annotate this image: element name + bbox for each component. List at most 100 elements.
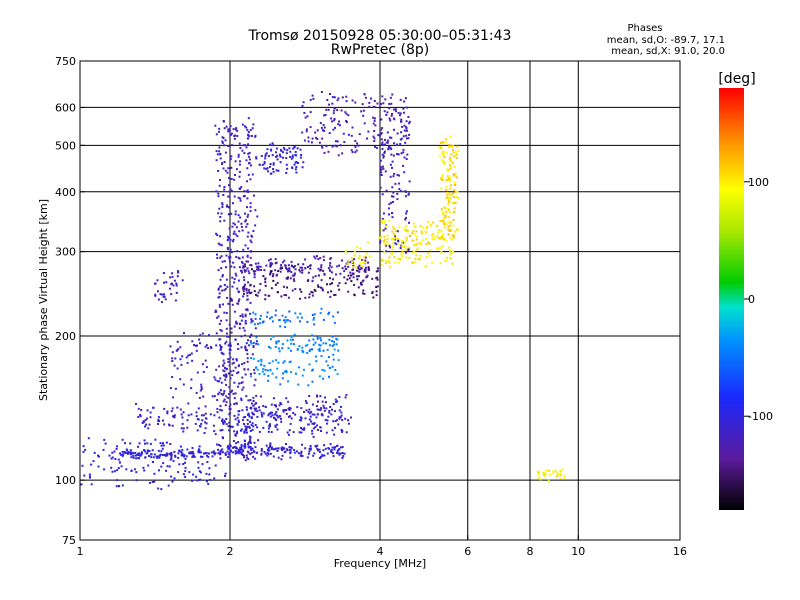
data-point	[337, 452, 340, 455]
data-point	[439, 262, 442, 265]
data-point	[317, 408, 320, 411]
data-point	[398, 114, 401, 117]
data-point	[346, 278, 349, 281]
data-point	[235, 168, 238, 171]
data-point	[316, 129, 319, 132]
data-point	[287, 270, 290, 273]
data-point	[144, 419, 147, 421]
data-point	[316, 138, 319, 140]
data-point	[267, 449, 270, 451]
data-point	[241, 388, 244, 391]
data-point	[238, 266, 241, 269]
data-point	[309, 445, 312, 447]
data-point	[232, 222, 235, 225]
data-point	[308, 363, 311, 366]
data-point	[425, 227, 428, 230]
data-point	[448, 246, 451, 249]
data-point	[352, 268, 355, 271]
data-point	[339, 446, 342, 449]
data-point	[290, 371, 293, 373]
data-point	[323, 454, 326, 457]
data-point	[311, 413, 314, 416]
data-point	[148, 450, 151, 453]
data-point	[402, 148, 405, 151]
data-point	[275, 155, 277, 158]
data-point	[334, 107, 337, 110]
data-point	[312, 276, 315, 279]
data-point	[237, 441, 240, 444]
data-point	[138, 457, 141, 460]
data-point	[311, 368, 314, 371]
data-point	[253, 441, 256, 444]
data-point	[391, 201, 394, 203]
data-point	[171, 360, 174, 362]
data-point	[355, 149, 358, 152]
data-point	[429, 249, 432, 251]
data-point	[263, 451, 266, 453]
data-point	[337, 154, 340, 157]
data-point	[162, 419, 164, 422]
data-point	[238, 230, 241, 233]
data-point	[390, 148, 393, 151]
data-point	[229, 238, 232, 241]
data-point	[190, 378, 193, 381]
data-point	[269, 425, 271, 428]
data-point	[287, 408, 290, 410]
data-point	[119, 453, 122, 456]
data-point	[372, 122, 375, 125]
data-point	[300, 427, 302, 429]
data-point	[128, 451, 131, 454]
data-point	[222, 353, 225, 356]
data-point	[311, 137, 314, 140]
y-tick-label: 500	[55, 139, 76, 152]
data-point	[404, 195, 407, 198]
data-point	[338, 264, 341, 267]
data-point	[403, 100, 406, 103]
data-point	[240, 186, 243, 189]
data-point	[139, 454, 142, 457]
data-point	[191, 450, 194, 453]
data-point	[415, 249, 418, 251]
data-point	[300, 452, 303, 455]
data-point	[452, 151, 455, 154]
data-point	[299, 288, 302, 291]
data-point	[245, 429, 248, 432]
data-point	[310, 411, 313, 414]
data-point	[229, 342, 232, 345]
data-point	[199, 342, 201, 345]
data-point	[292, 343, 295, 346]
data-point	[237, 343, 239, 346]
data-point	[278, 404, 281, 407]
data-point	[452, 173, 455, 176]
data-point	[331, 344, 334, 347]
data-point	[302, 368, 305, 371]
data-point	[422, 226, 425, 229]
data-point	[283, 148, 286, 151]
data-point	[204, 417, 207, 420]
data-point	[348, 277, 351, 280]
data-point	[218, 444, 221, 446]
data-point	[373, 137, 376, 140]
data-point	[338, 396, 341, 398]
data-point	[246, 254, 249, 257]
data-point	[264, 294, 267, 297]
data-point	[283, 409, 286, 412]
data-point	[444, 211, 447, 214]
data-point	[440, 235, 443, 238]
data-point	[129, 452, 132, 455]
data-point	[267, 447, 270, 450]
data-point	[340, 428, 343, 431]
data-point	[209, 413, 212, 416]
data-point	[301, 346, 304, 349]
data-point	[134, 454, 137, 457]
data-point	[254, 409, 257, 412]
data-point	[275, 147, 278, 150]
data-point	[233, 230, 236, 233]
data-point	[447, 203, 450, 206]
data-point	[247, 117, 250, 120]
data-point	[303, 139, 306, 142]
data-point	[350, 274, 352, 277]
data-point	[234, 128, 237, 131]
data-point	[379, 159, 382, 162]
data-point	[325, 401, 327, 404]
